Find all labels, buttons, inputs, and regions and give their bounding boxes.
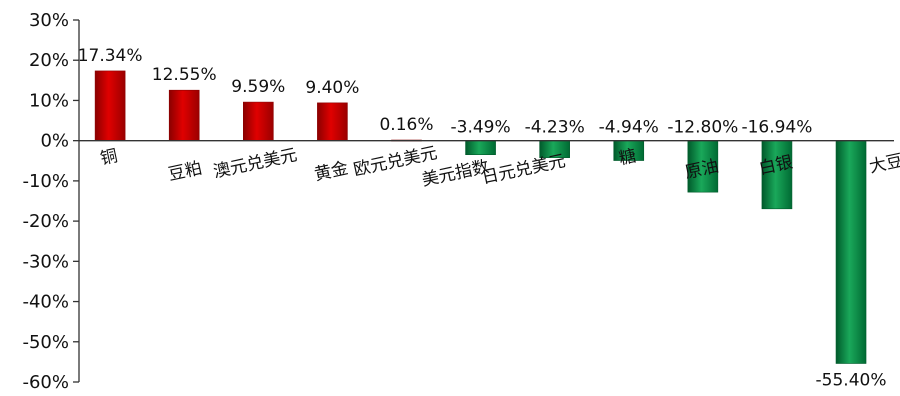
y-tick-label: -20% [22, 211, 69, 232]
y-tick-label: 0% [40, 131, 69, 152]
y-tick-label: 20% [29, 50, 69, 71]
data-label-8: -12.80% [667, 118, 738, 138]
bar-10 [836, 141, 866, 364]
y-tick-label: -10% [22, 171, 69, 192]
bar-5 [466, 141, 496, 155]
data-label-1: 12.55% [152, 65, 217, 85]
category-label-10: 大豆 [867, 151, 900, 178]
y-tick-label: -40% [22, 292, 69, 313]
y-tick-label: 30% [29, 10, 69, 31]
data-label-7: -4.94% [599, 118, 659, 138]
data-label-3: 9.40% [305, 78, 359, 98]
data-label-5: -3.49% [451, 118, 511, 138]
bar-1 [169, 90, 199, 140]
data-label-6: -4.23% [525, 118, 585, 138]
bar-0 [95, 71, 125, 141]
data-label-2: 9.59% [231, 77, 285, 97]
category-label-6: 日元兑美元 [480, 151, 567, 188]
y-tick-label: -30% [22, 251, 69, 272]
y-tick-label: -50% [22, 332, 69, 353]
category-label-3: 黄金 [313, 158, 350, 185]
data-label-0: 17.34% [78, 46, 143, 66]
data-label-9: -16.94% [741, 118, 812, 138]
bar-2 [243, 102, 273, 141]
category-label-2: 澳元兑美元 [212, 145, 299, 182]
category-label-0: 铜 [99, 146, 120, 169]
data-label-10: -55.40% [816, 370, 887, 390]
bars [95, 71, 866, 364]
y-tick-label: -60% [22, 372, 69, 393]
y-tick-label: 10% [29, 90, 69, 111]
y-axis: 30% 20% 10% 0% -10% -20% -30% -40% -50% -60% [22, 10, 79, 393]
data-label-4: 0.16% [379, 115, 433, 135]
category-label-1: 豆粕 [166, 158, 203, 185]
bar-3 [317, 103, 347, 141]
